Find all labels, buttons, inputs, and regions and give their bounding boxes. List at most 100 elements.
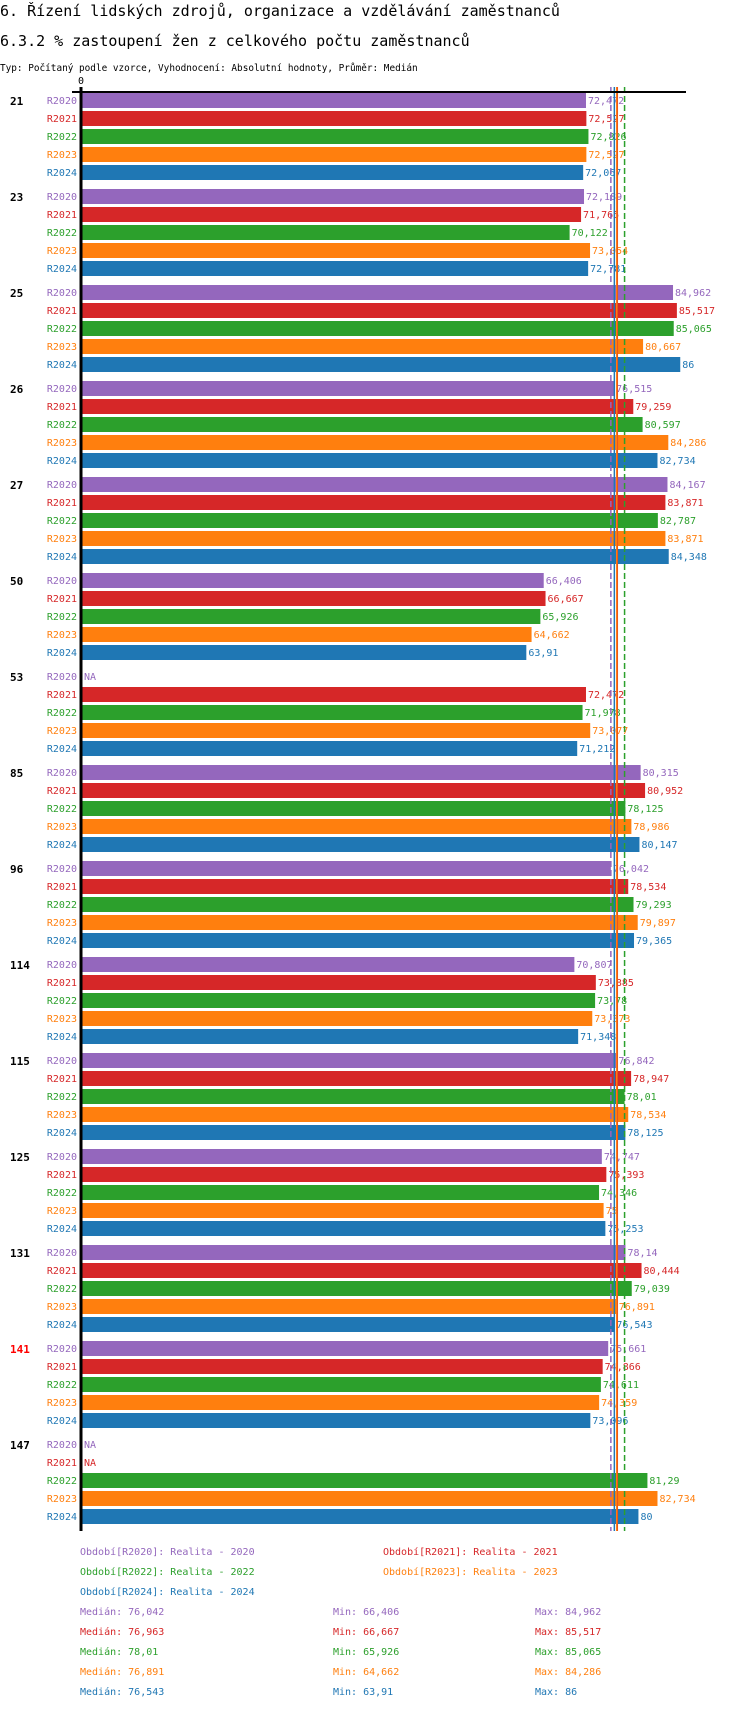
series-label: R2022 <box>47 228 77 239</box>
series-label: R2022 <box>47 996 77 1007</box>
bar <box>81 321 674 336</box>
series-label: R2022 <box>47 324 77 335</box>
series-label: R2020 <box>47 480 77 491</box>
bar <box>81 1203 604 1218</box>
bar <box>81 1011 593 1026</box>
series-label: R2020 <box>47 192 77 203</box>
series-label: R2020 <box>47 288 77 299</box>
bar <box>81 1071 632 1086</box>
na-label: NA <box>84 1458 96 1469</box>
value-label: 79,897 <box>640 918 676 929</box>
bar <box>81 801 626 816</box>
series-label: R2020 <box>47 768 77 779</box>
group-label: 96 <box>10 863 24 876</box>
series-label: R2022 <box>47 900 77 911</box>
series-label: R2022 <box>47 1380 77 1391</box>
legend-period: Období[R2024]: Realita - 2024 <box>80 1587 255 1598</box>
legend-median: Medián: 76,963 <box>80 1627 165 1638</box>
series-label: R2022 <box>47 420 77 431</box>
value-label: 75 <box>606 1206 618 1217</box>
value-label: 80,147 <box>641 840 677 851</box>
series-label: R2023 <box>47 726 77 737</box>
value-label: 72,472 <box>588 96 624 107</box>
series-label: R2023 <box>47 150 77 161</box>
bar <box>81 1125 626 1140</box>
bar <box>81 453 658 468</box>
value-label: 71,765 <box>583 210 619 221</box>
value-label: 78,125 <box>627 804 663 815</box>
value-label: 73,78 <box>597 996 627 1007</box>
group-label: 50 <box>10 575 23 588</box>
value-label: 82,787 <box>660 516 696 527</box>
value-label: 76,543 <box>616 1320 652 1331</box>
value-label: 80,444 <box>644 1266 680 1277</box>
series-label: R2023 <box>47 1206 77 1217</box>
value-label: 64,662 <box>534 630 570 641</box>
series-label: R2022 <box>47 1092 77 1103</box>
value-label: 78,01 <box>627 1092 657 1103</box>
value-label: 79,039 <box>634 1284 670 1295</box>
value-label: 70,122 <box>572 228 608 239</box>
value-label: 83,871 <box>667 498 703 509</box>
series-label: R2021 <box>47 1266 77 1277</box>
bar <box>81 609 541 624</box>
series-label: R2022 <box>47 1284 77 1295</box>
bar <box>81 975 596 990</box>
value-label: 71,978 <box>585 708 621 719</box>
bar <box>81 303 677 318</box>
value-label: 86 <box>682 360 694 371</box>
bar <box>81 783 646 798</box>
bar <box>81 189 585 204</box>
value-label: 70,807 <box>576 960 612 971</box>
series-label: R2023 <box>47 438 77 449</box>
value-label: 75,393 <box>608 1170 644 1181</box>
value-label: 71,212 <box>579 744 615 755</box>
bar <box>81 1107 629 1122</box>
series-label: R2020 <box>47 1056 77 1067</box>
value-label: 78,534 <box>630 882 666 893</box>
legend-median: Medián: 76,543 <box>80 1687 165 1698</box>
value-label: 76,042 <box>613 864 649 875</box>
value-label: 75,253 <box>607 1224 643 1235</box>
value-label: 76,842 <box>618 1056 654 1067</box>
series-label: R2020 <box>47 1152 77 1163</box>
bar <box>81 1263 642 1278</box>
bar <box>81 261 589 276</box>
value-label: 74,359 <box>601 1398 637 1409</box>
bar <box>81 147 587 162</box>
bar <box>81 819 632 834</box>
series-label: R2020 <box>47 576 77 587</box>
bar <box>81 915 638 930</box>
na-label: NA <box>84 672 96 683</box>
chart-info: Typ: Počítaný podle vzorce, Vyhodnocení:… <box>0 63 418 74</box>
legend-median: Medián: 76,042 <box>80 1607 165 1618</box>
bar <box>81 957 575 972</box>
series-label: R2021 <box>47 882 77 893</box>
series-label: R2023 <box>47 1398 77 1409</box>
value-label: 73,373 <box>594 1014 630 1025</box>
series-label: R2021 <box>47 594 77 605</box>
series-label: R2022 <box>47 1476 77 1487</box>
value-label: 80 <box>640 1512 652 1523</box>
series-label: R2021 <box>47 1362 77 1373</box>
series-label: R2020 <box>47 1440 77 1451</box>
value-label: 72,527 <box>588 114 624 125</box>
legend-max: Max: 85,065 <box>535 1647 602 1658</box>
bar <box>81 531 666 546</box>
group-label: 131 <box>10 1247 30 1260</box>
series-label: R2024 <box>47 648 77 659</box>
bar <box>81 1413 591 1428</box>
value-label: 84,167 <box>669 480 705 491</box>
group-label: 23 <box>10 191 23 204</box>
bar <box>81 741 578 756</box>
series-label: R2023 <box>47 342 77 353</box>
value-label: 82,734 <box>659 1494 695 1505</box>
legend-max: Max: 84,286 <box>535 1667 602 1678</box>
bar <box>81 1089 625 1104</box>
series-label: R2021 <box>47 210 77 221</box>
group-label: 26 <box>10 383 24 396</box>
series-label: R2021 <box>47 1074 77 1085</box>
value-label: 84,348 <box>671 552 707 563</box>
value-label: 78,14 <box>627 1248 657 1259</box>
series-label: R2020 <box>47 960 77 971</box>
